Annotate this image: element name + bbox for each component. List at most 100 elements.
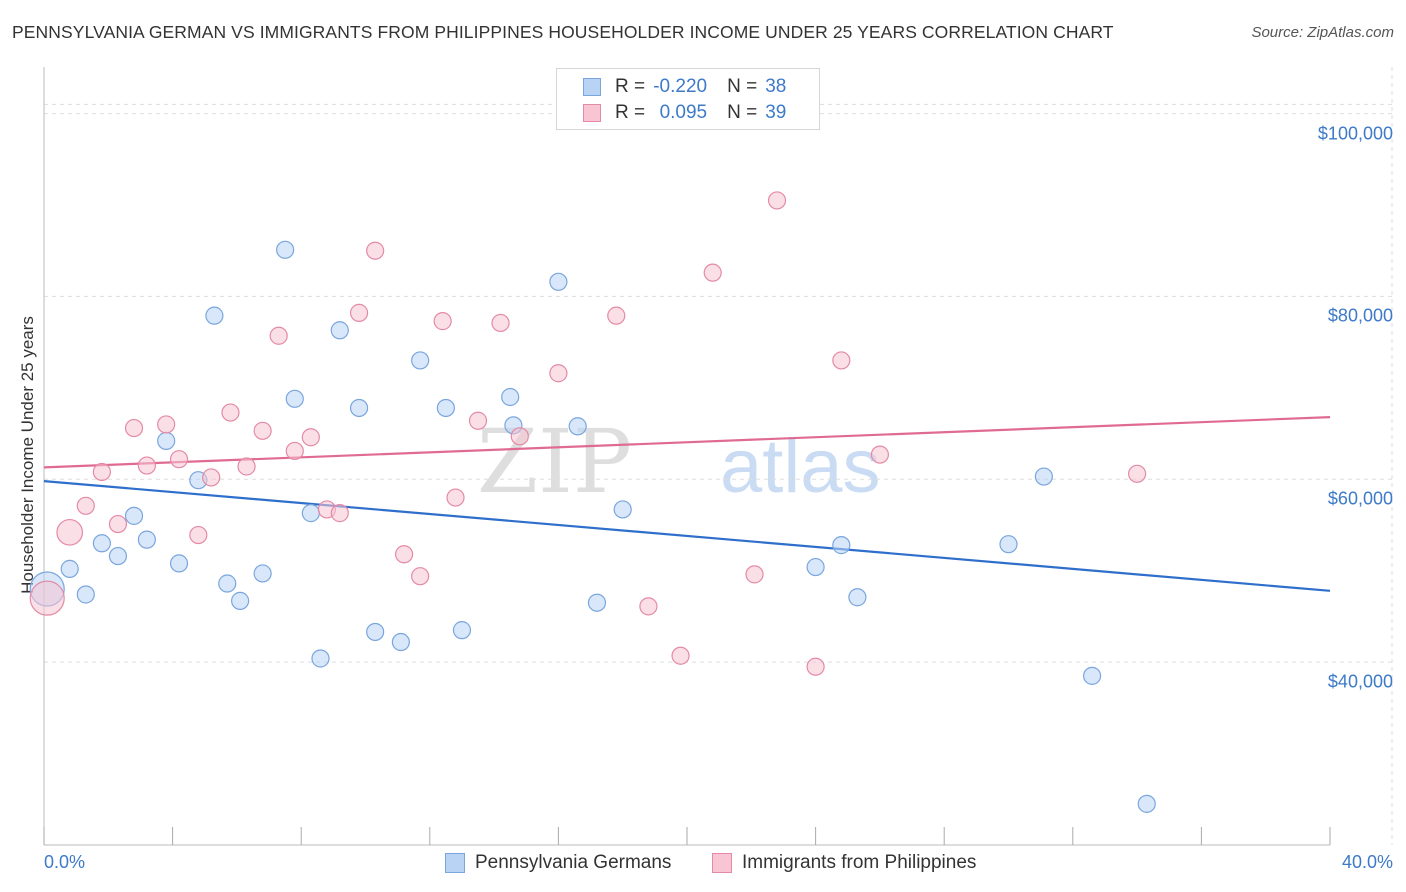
data-points — [29, 191, 1156, 813]
legend-r-label: R = — [615, 102, 646, 123]
trend-line-pink — [43, 416, 1331, 469]
data-point-pink — [703, 263, 722, 282]
data-point-pink — [124, 418, 144, 438]
data-point-blue — [349, 398, 369, 418]
trend-lines — [43, 416, 1331, 592]
legend-r-label: R = — [615, 76, 646, 97]
data-point-pink — [221, 403, 240, 422]
source-label[interactable]: Source: ZipAtlas.com — [1251, 24, 1394, 41]
series-name-philippines: Immigrants from Philippines — [742, 852, 977, 873]
data-point-pink — [137, 456, 156, 475]
data-point-blue — [436, 398, 455, 418]
x-tick-min: 0.0% — [44, 852, 86, 872]
data-point-blue — [157, 431, 176, 450]
data-point-pink — [169, 450, 189, 469]
data-point-pink — [394, 545, 414, 564]
data-point-blue — [231, 591, 250, 610]
data-point-pink — [433, 312, 452, 331]
data-point-blue — [1082, 666, 1102, 685]
series-name-pennsylvania-germans: Pennsylvania Germans — [475, 852, 672, 873]
data-point-blue — [276, 240, 295, 259]
data-point-pink — [56, 518, 84, 546]
data-point-pink — [607, 306, 626, 325]
data-point-blue — [549, 272, 568, 291]
data-point-blue — [391, 632, 410, 652]
data-point-pink — [1127, 464, 1147, 483]
x-tick-max: 40.0% — [1341, 852, 1393, 872]
series-swatch-pink — [712, 853, 732, 873]
watermark-zip: ZIP — [477, 410, 632, 513]
chart-title: PENNSYLVANIA GERMAN VS IMMIGRANTS FROM P… — [12, 22, 1114, 42]
legend-swatch-pink — [583, 104, 601, 122]
data-point-blue — [568, 417, 587, 436]
data-point-pink — [446, 488, 465, 507]
data-point-blue — [587, 593, 607, 612]
data-point-pink — [269, 326, 288, 345]
data-point-blue — [253, 564, 272, 583]
legend-r-value: 0.095 — [659, 102, 708, 123]
data-point-pink — [510, 427, 529, 446]
data-point-blue — [218, 574, 237, 593]
data-point-blue — [999, 535, 1018, 554]
data-point-blue — [848, 588, 867, 607]
data-point-blue — [285, 389, 304, 408]
data-point-blue — [501, 387, 520, 407]
data-point-pink — [301, 428, 320, 447]
data-point-pink — [92, 462, 111, 482]
y-tick-label: $100,000 — [1317, 123, 1393, 144]
data-point-pink — [806, 657, 825, 676]
data-point-pink — [253, 421, 272, 440]
legend-n-label: N = — [727, 76, 758, 97]
data-point-blue — [76, 585, 95, 604]
data-point-blue — [330, 321, 349, 340]
trend-line-blue — [43, 480, 1331, 592]
data-point-pink — [189, 525, 208, 545]
legend-r-value: -0.220 — [653, 76, 708, 97]
data-point-pink — [76, 496, 95, 515]
data-point-blue — [1137, 794, 1156, 813]
data-point-pink — [832, 351, 851, 370]
data-point-pink — [330, 504, 349, 523]
data-point-pink — [108, 514, 128, 534]
data-point-pink — [237, 457, 256, 476]
data-point-pink — [745, 565, 764, 584]
data-point-pink — [639, 597, 658, 616]
series-legend-blue: Pennsylvania Germans — [445, 852, 671, 874]
data-point-blue — [137, 530, 156, 549]
data-point-blue — [169, 554, 189, 573]
data-point-blue — [1034, 467, 1053, 486]
data-point-blue — [366, 622, 385, 642]
data-point-blue — [411, 351, 430, 370]
watermark: ZIP atlas — [477, 410, 881, 513]
legend-n-value: 39 — [765, 102, 787, 123]
correlation-legend: R = -0.220 N = 38 R = 0.095 N = 39 — [556, 68, 820, 130]
data-point-pink — [491, 313, 510, 333]
legend-row-pennsylvania-germans: R = -0.220 N = 38 — [583, 75, 786, 99]
y-tick-label: $80,000 — [1327, 305, 1393, 326]
legend-swatch-blue — [583, 78, 601, 96]
legend-n-label: N = — [727, 102, 758, 123]
data-point-pink — [468, 411, 488, 430]
series-swatch-blue — [445, 853, 465, 873]
data-point-blue — [311, 649, 330, 668]
data-point-pink — [411, 567, 430, 586]
data-point-pink — [870, 445, 890, 464]
y-tick-label: $60,000 — [1327, 488, 1393, 509]
data-point-blue — [301, 504, 320, 523]
data-point-blue — [124, 506, 144, 525]
axes — [43, 67, 1331, 846]
data-point-pink — [366, 241, 385, 260]
data-point-blue — [92, 534, 111, 553]
grid-lines — [44, 67, 1393, 845]
data-point-pink — [285, 441, 304, 461]
data-point-pink — [202, 468, 221, 487]
data-point-blue — [832, 536, 851, 555]
y-tick-label: $40,000 — [1327, 671, 1393, 692]
data-point-blue — [60, 559, 79, 578]
legend-row-philippines: R = 0.095 N = 39 — [583, 101, 786, 125]
data-point-blue — [452, 621, 472, 640]
data-point-pink — [671, 646, 690, 665]
data-point-pink — [767, 191, 787, 210]
series-legend-pink: Immigrants from Philippines — [712, 852, 976, 874]
data-point-blue — [205, 306, 224, 325]
